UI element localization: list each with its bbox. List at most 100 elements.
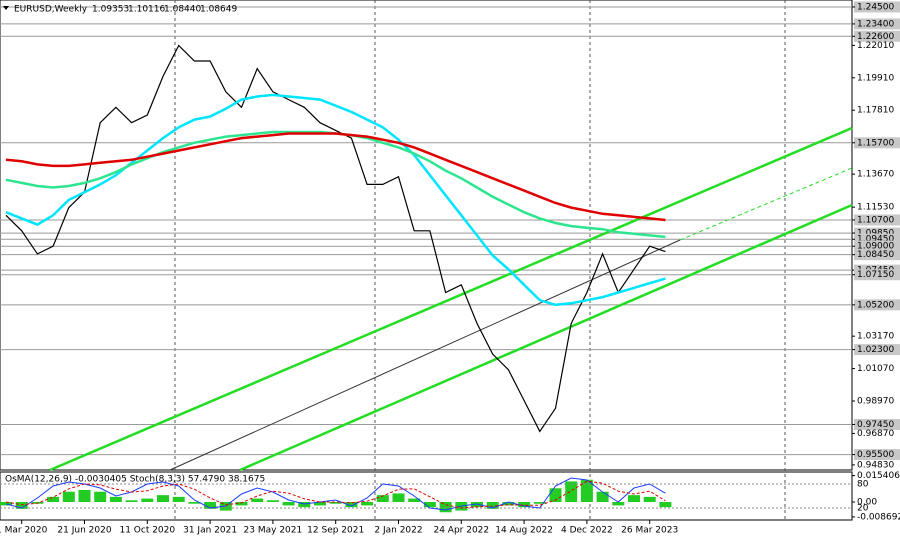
level-label: 1.10700 [857,215,894,225]
level-label: 1.09450 [857,235,894,245]
level-label: 1.02300 [857,345,894,355]
osma-bar [376,495,389,502]
x-tick-label: 14 Aug 2022 [495,526,553,536]
osma-bar [408,498,421,502]
y-tick-label: 1.11530 [857,203,894,213]
level-box [854,137,900,149]
osma-bar [47,496,60,502]
osma-bar [125,500,138,502]
osma-bar [643,496,656,502]
y-tick-label: 1.13670 [857,170,894,180]
level-box [854,249,900,261]
level-box [854,30,900,42]
y-tick-label: 1.01070 [857,364,894,374]
x-tick-label: 31 Jan 2021 [183,526,237,536]
osma-bar [314,502,326,506]
level-label: 1.09000 [857,242,894,252]
level-label: 0.95500 [857,450,894,460]
stoch-line [5,480,666,509]
level-box [854,240,900,252]
osma-bar [188,502,201,504]
osma-bar [533,502,546,504]
main-panel [0,0,853,471]
series-line [5,93,666,307]
level-label: 1.07150 [857,270,894,280]
osma-bar [439,502,452,513]
level-box [854,269,900,281]
osma-bar [361,502,374,506]
menu-arrow [3,6,9,10]
osma-bar [298,502,311,508]
level-box [854,418,900,430]
osma-bar [266,500,279,502]
osma-bar [565,481,578,502]
x-tick-label: 24 Apr 2022 [433,526,489,536]
osma-bar [94,491,107,502]
channel-mid-ext [679,167,853,241]
series-line [5,44,666,433]
osma-bar [235,502,248,506]
x-tick-label: 11 Oct 2020 [119,526,175,536]
osma-bar [157,495,169,502]
osma-bar [15,502,28,509]
level-box [854,299,900,311]
osc-tick-label: 0.00 [857,498,877,508]
level-box [854,344,900,356]
x-tick-label: 23 May 2021 [244,526,303,536]
x-tick-label: 26 Mar 2023 [621,526,678,536]
osma-bar [628,495,640,502]
osma-bar [580,479,593,502]
level-box [854,233,900,245]
osma-bar [329,502,342,504]
osc-tick-label: -0.008692 [857,512,900,522]
level-box [854,214,900,226]
osma-bar [502,502,515,506]
osma-bar [172,496,185,502]
osma-bar [659,502,672,508]
osma-bar [392,493,405,502]
oscillator-panel [0,471,853,521]
osma-bar [549,488,562,502]
channel [49,126,853,472]
header: EURUSD,Weekly 1.09353 1.10116 1.08440 1.… [14,5,237,15]
osma-bar [78,490,91,502]
osma-bar [141,498,154,502]
x-tick-label: 1 Mar 2020 [0,526,48,536]
level-label: 1.22600 [857,32,894,42]
y-tick-label: 1.22010 [857,41,894,51]
osma-bar [0,502,12,506]
osma-bar [596,491,609,502]
level-label: 1.09850 [857,229,894,239]
level-label: 1.23400 [857,19,894,29]
level-box [854,227,900,239]
osma-bar [612,502,625,506]
y-tick-label: 1.19910 [857,73,894,83]
osma-bar [251,498,264,502]
osc-tick-label: 0.0154064 [857,471,900,481]
level-label: 1.15700 [857,138,894,148]
quote: 1.10116 [128,5,165,15]
level-label: 1.24500 [857,2,894,12]
y-tick-label: 0.94830 [857,460,894,470]
symbol: EURUSD,Weekly [14,5,88,15]
y-tick-label: 0.98970 [857,397,894,407]
level-label: 1.08450 [857,250,894,260]
y-tick-label: 0.96870 [857,429,894,439]
osma-bar [109,496,122,502]
level-box [854,18,900,30]
osma-bar [345,502,358,508]
stoch-tick-label: 20 [857,504,869,514]
x-tick-label: 12 Sep 2021 [307,526,364,536]
osma-bar [204,502,217,509]
level-label: 0.97450 [857,420,894,430]
osma-bar [62,491,75,502]
osma-bar [486,502,499,509]
osma-bar [423,502,436,508]
osma-bar [471,502,483,508]
x-tick-label: 21 Jun 2020 [57,526,111,536]
stoch-tick-label: 80 [857,480,869,490]
channel-mid [169,239,681,471]
quote: 1.08649 [200,5,237,15]
x-tick-label: 4 Dec 2022 [561,526,613,536]
